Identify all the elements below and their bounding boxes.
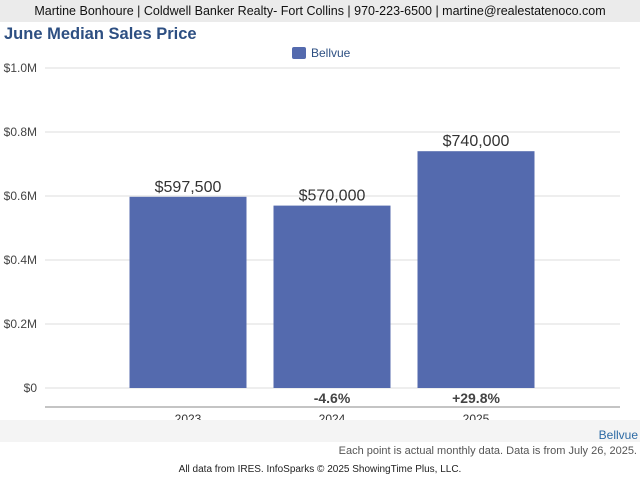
change-label: +29.8% bbox=[452, 390, 500, 406]
bar-chart: $0 $0.2M $0.4M $0.6M $0.8M $1.0M $597,500 $570… bbox=[4, 61, 620, 420]
bar-2025[interactable] bbox=[417, 151, 535, 388]
bars bbox=[129, 151, 535, 388]
y-tick-label: $0.8M bbox=[4, 125, 37, 139]
bar-value-label: $570,000 bbox=[299, 188, 366, 205]
data-note: Each point is actual monthly data. Data … bbox=[338, 445, 637, 457]
bar-value-label: $597,500 bbox=[155, 179, 222, 196]
x-tick-label: 2023 bbox=[175, 412, 202, 420]
footer-band bbox=[0, 420, 640, 442]
x-tick-label: 2025 bbox=[463, 412, 490, 420]
y-tick-label: $0.6M bbox=[4, 189, 37, 203]
legend-label: Bellvue bbox=[311, 46, 351, 60]
change-label: -4.6% bbox=[314, 390, 351, 406]
bar-2024[interactable] bbox=[273, 205, 391, 388]
y-tick-label: $0.4M bbox=[4, 253, 37, 267]
chart-title: June Median Sales Price bbox=[4, 25, 197, 43]
contact-header: Martine Bonhoure | Coldwell Banker Realt… bbox=[0, 0, 640, 22]
bar-value-label: $740,000 bbox=[443, 133, 510, 150]
y-tick-label: $1.0M bbox=[4, 61, 37, 75]
y-axis: $0 $0.2M $0.4M $0.6M $0.8M $1.0M bbox=[4, 61, 38, 395]
series-name-label: Bellvue bbox=[598, 428, 638, 442]
source-credit: All data from IRES. InfoSparks © 2025 Sh… bbox=[178, 464, 462, 475]
x-tick-label: 2024 bbox=[319, 412, 346, 420]
x-axis: 2023 2024 2025 bbox=[45, 406, 620, 420]
y-tick-label: $0 bbox=[24, 381, 38, 395]
chart-legend[interactable]: Bellvue bbox=[292, 45, 350, 61]
bar-2023[interactable] bbox=[129, 196, 247, 388]
y-tick-label: $0.2M bbox=[4, 317, 37, 331]
legend-swatch bbox=[292, 47, 306, 59]
bar-labels: $597,500 $570,000 -4.6% $740,000 +29.8% bbox=[155, 133, 510, 406]
